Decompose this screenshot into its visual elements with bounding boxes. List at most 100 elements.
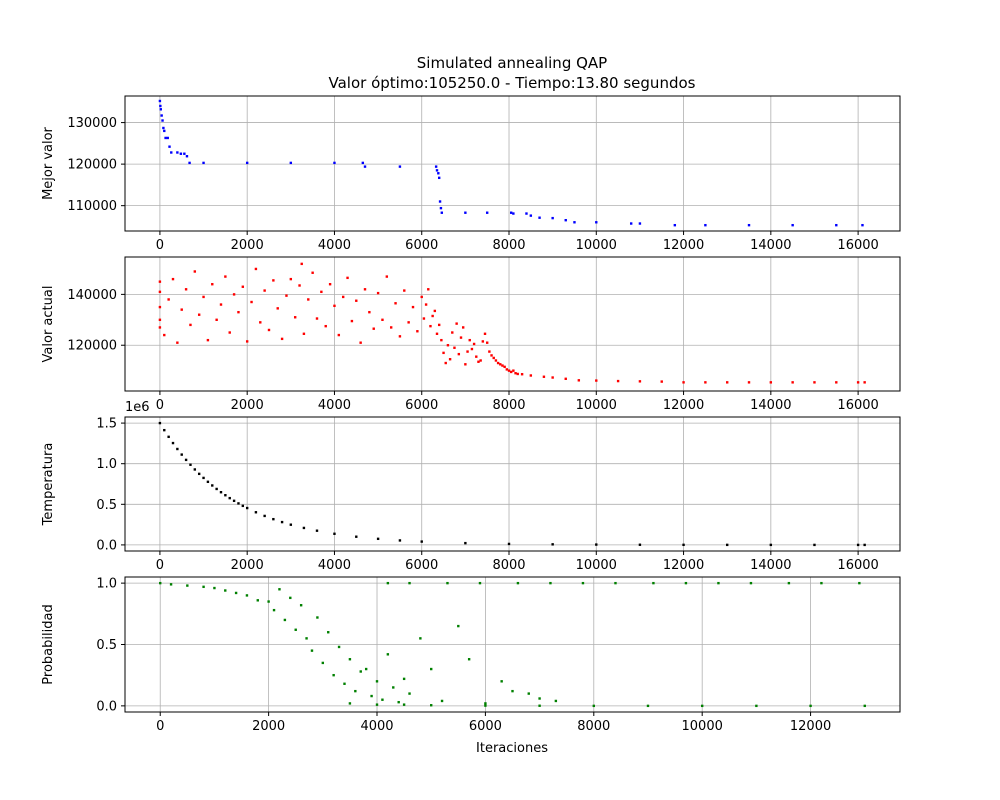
x-tick-label: 10000 [576,558,617,573]
data-point [359,341,362,344]
data-point [791,223,794,227]
data-point [159,108,162,111]
y-tick-label: 0.5 [96,498,117,513]
data-point [202,585,205,589]
data-point [581,581,585,585]
data-point [435,169,439,172]
data-point [616,379,620,383]
data-point [858,581,861,585]
y-tick-label: 120000 [67,339,117,354]
data-point [430,704,433,707]
data-point [202,295,205,299]
data-point [375,703,379,706]
data-point [397,700,400,704]
data-point [213,586,216,590]
data-point [272,279,275,282]
data-point [267,600,270,603]
data-point [863,543,866,547]
data-point [554,699,558,703]
data-point [311,271,314,274]
data-point [179,152,183,155]
x-tick-label: 0 [156,398,164,413]
data-point [224,589,227,592]
x-tick-label: 16000 [837,398,878,413]
data-point [158,318,162,321]
data-point [263,514,266,518]
x-tick-label: 0 [156,558,164,573]
data-point [511,689,514,693]
y-tick-label: 110000 [67,199,117,214]
x-tick-label: 2000 [231,558,264,573]
data-point [293,316,297,319]
y-tick-label: 1.0 [96,577,117,592]
data-point [646,704,650,708]
data-point [437,172,440,175]
data-point [184,458,188,462]
data-point [310,649,314,652]
data-point [289,523,293,526]
data-point [211,484,214,487]
data-point [350,319,354,323]
data-point [320,290,323,294]
data-point [193,270,197,273]
x-tick-label: 4000 [318,558,351,573]
x-tick-label: 2000 [231,398,264,413]
y-tick-label: 1.0 [96,457,117,472]
data-point [171,441,175,445]
data-point [376,291,380,295]
data-point [424,303,428,306]
data-point [755,704,758,708]
data-point [446,581,449,585]
data-point [185,155,189,158]
data-point [333,532,336,535]
y-offset-text: 1e6 [125,400,150,415]
data-point [361,161,365,165]
data-point [167,298,170,301]
data-point [407,321,410,324]
data-point [422,317,426,320]
data-point [159,104,162,108]
data-point [289,161,293,165]
data-point [202,161,205,165]
data-point [186,584,189,587]
x-tick-label: 12000 [663,558,704,573]
data-point [346,276,349,280]
data-point [171,277,175,281]
data-point [408,581,411,585]
data-point [263,289,266,292]
data-point [215,318,218,321]
data-point [232,499,236,503]
data-point [477,360,480,363]
data-point [440,211,444,214]
data-point [468,338,471,342]
data-point [551,543,554,546]
y-axis-label: Valor actual [41,286,56,363]
y-tick-label: 120000 [67,158,117,173]
data-point [254,511,258,514]
data-point [446,344,450,347]
data-point [158,305,162,309]
data-point [809,704,812,708]
data-point [673,223,677,227]
data-point [464,541,467,545]
data-point [167,435,170,439]
data-point [529,214,533,217]
data-point [267,328,271,332]
data-point [433,309,437,313]
data-point [467,658,471,661]
data-point [162,126,165,130]
data-point [328,283,332,286]
data-point [682,543,685,547]
data-point [385,275,389,278]
y-tick-label: 1.5 [96,417,117,432]
data-point [726,381,729,384]
data-point [337,645,341,649]
data-point [386,653,390,656]
y-tick-label: 0.0 [96,699,117,714]
data-point [180,453,183,456]
data-point [272,517,275,521]
data-point [324,324,327,328]
data-point [529,374,533,377]
data-point [592,704,595,708]
